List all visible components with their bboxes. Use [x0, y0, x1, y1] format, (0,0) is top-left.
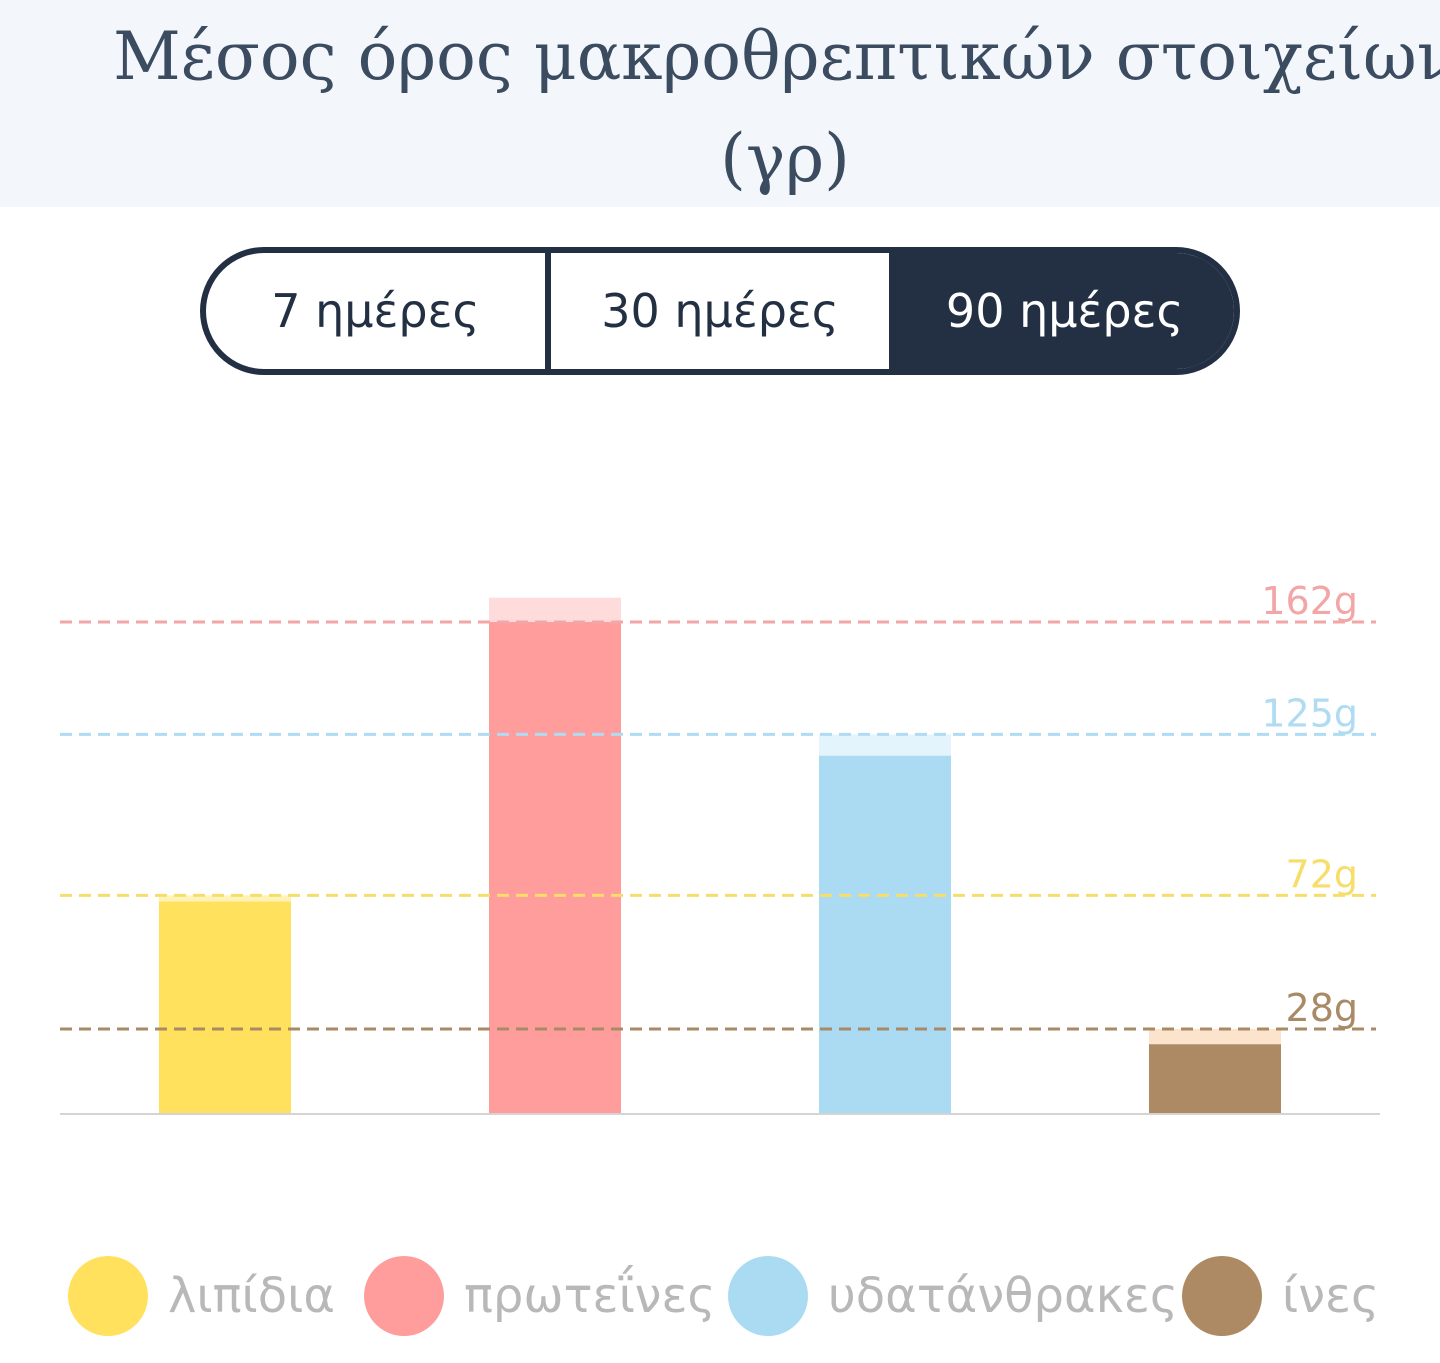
legend-swatch — [364, 1256, 444, 1336]
legend-swatch — [68, 1256, 148, 1336]
bar-difference — [159, 895, 291, 902]
legend-label: υδατάνθρακες — [828, 1268, 1178, 1324]
bar-difference — [489, 597, 621, 623]
title: Μέσος όρος μακροθρεπτικών στοιχείων (γρ) — [113, 18, 1440, 197]
period-selector: 7 ημέρες 30 ημέρες 90 ημέρες — [200, 247, 1240, 375]
header: Μέσος όρος μακροθρεπτικών στοιχείων (γρ) — [0, 0, 1440, 207]
goal-label: 125g — [1261, 691, 1358, 735]
bar — [489, 622, 621, 1114]
period-tab[interactable]: 7 ημέρες — [271, 284, 480, 338]
bar — [819, 755, 951, 1114]
legend-swatch — [728, 1256, 808, 1336]
bar — [1149, 1044, 1281, 1114]
period-tab[interactable]: 90 ημέρες — [889, 253, 1234, 369]
legend-label: πρωτεΐνες — [464, 1265, 716, 1324]
goal-label: 162g — [1261, 579, 1358, 623]
goal-label: 28g — [1286, 986, 1358, 1030]
bar-difference — [1149, 1028, 1281, 1045]
period-tab[interactable]: 30 ημέρες — [544, 253, 890, 369]
legend-label: λιπίδια — [168, 1268, 335, 1324]
bar-difference — [819, 734, 951, 756]
goal-label: 72g — [1286, 852, 1358, 896]
bar — [159, 901, 291, 1114]
legend-swatch — [1182, 1256, 1262, 1336]
legend-label: ίνες — [1282, 1268, 1379, 1324]
